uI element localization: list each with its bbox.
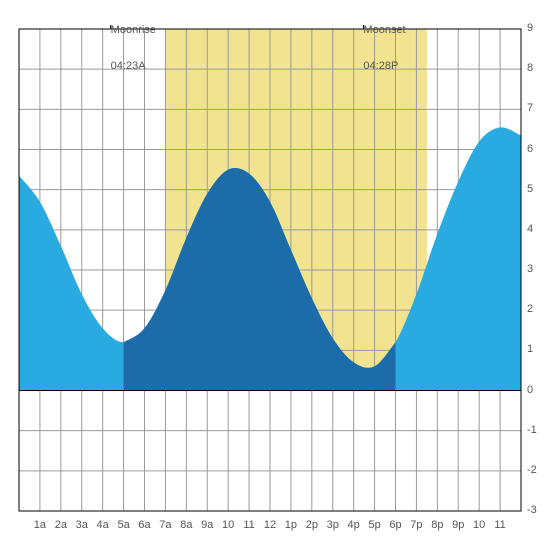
y-tick: 1 <box>527 343 533 355</box>
tide-chart <box>0 0 550 550</box>
y-tick: 5 <box>527 183 533 195</box>
x-tick: 10 <box>473 519 485 531</box>
x-tick: 5a <box>117 519 129 531</box>
x-tick: 2p <box>306 519 318 531</box>
y-tick: 4 <box>527 223 533 235</box>
y-tick: 3 <box>527 263 533 275</box>
y-tick: 0 <box>527 384 533 396</box>
moonset-title: Moonset <box>363 24 405 36</box>
moonrise-label: Moonrise 04:23A <box>111 0 156 84</box>
x-tick: 2a <box>55 519 67 531</box>
x-tick: 12 <box>264 519 276 531</box>
x-tick: 7a <box>159 519 171 531</box>
x-tick: 9a <box>201 519 213 531</box>
x-tick: 4a <box>97 519 109 531</box>
x-tick: 6a <box>138 519 150 531</box>
x-tick: 11 <box>494 519 505 531</box>
y-tick: 7 <box>527 102 533 114</box>
y-tick: 2 <box>527 303 533 315</box>
x-tick: 7p <box>410 519 422 531</box>
x-tick: 1a <box>34 519 46 531</box>
x-tick: 11 <box>243 519 254 531</box>
x-tick: 8p <box>431 519 443 531</box>
x-tick: 1p <box>285 519 297 531</box>
x-tick: 6p <box>389 519 401 531</box>
y-tick: 8 <box>527 62 533 74</box>
y-tick: -3 <box>527 504 537 516</box>
y-tick: 6 <box>527 143 533 155</box>
moonrise-time: 04:23A <box>111 60 156 72</box>
x-tick: 4p <box>348 519 360 531</box>
y-tick: -2 <box>527 464 537 476</box>
x-tick: 3p <box>327 519 339 531</box>
x-tick: 9p <box>452 519 464 531</box>
moonrise-title: Moonrise <box>111 24 156 36</box>
x-tick: 3a <box>76 519 88 531</box>
y-tick: -1 <box>527 424 537 436</box>
x-tick: 5p <box>368 519 380 531</box>
moonset-label: Moonset 04:28P <box>363 0 405 84</box>
moonset-time: 04:28P <box>363 60 405 72</box>
x-tick: 10 <box>222 519 234 531</box>
y-tick: 9 <box>527 22 533 34</box>
x-tick: 8a <box>180 519 192 531</box>
